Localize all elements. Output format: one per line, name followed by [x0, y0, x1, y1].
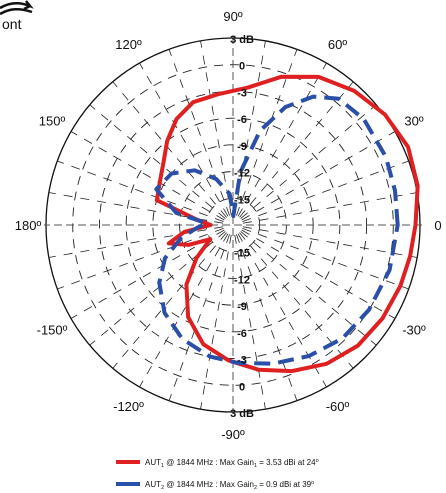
angle-tick-label: -150º — [37, 323, 68, 338]
corner-fragment: ont — [0, 0, 34, 32]
grid-spoke — [139, 62, 229, 217]
grid-spoke — [237, 62, 327, 217]
grid-spoke — [200, 234, 232, 410]
radial-tick-label: -6 — [237, 328, 247, 340]
grid-spoke — [242, 228, 409, 290]
grid-spoke — [240, 104, 377, 219]
radial-tick-label: -3 — [237, 355, 247, 367]
angle-tick-label: 60º — [328, 37, 347, 52]
angle-tick-label: -60º — [326, 399, 350, 414]
grid-spoke — [70, 229, 225, 319]
grid-spoke — [48, 226, 224, 258]
angle-tick-label: 30º — [404, 114, 423, 129]
radial-tick-label: -12 — [234, 274, 250, 286]
grid-spoke — [89, 231, 226, 346]
radial-tick-label: -9 — [237, 301, 247, 313]
grid-spoke — [241, 131, 396, 221]
polar-spokes — [48, 40, 418, 410]
radial-tick-label: -15 — [234, 248, 250, 260]
series-line-2 — [154, 94, 400, 366]
legend-label-2: AUT2 @ 1844 MHz : Max Gain2 = 0.9 dBi at… — [145, 480, 314, 491]
grid-spoke — [237, 233, 327, 388]
legend-label-1: AUT1 @ 1844 MHz : Max Gain1 = 3.53 dBi a… — [145, 458, 319, 469]
grid-spoke — [234, 234, 266, 410]
grid-spoke — [89, 104, 226, 219]
angle-tick-label: 120º — [115, 37, 142, 52]
arrow-icon-second — [0, 8, 33, 16]
radial-tick-label: -6 — [237, 114, 247, 126]
radial-tick-label: 3 dB — [230, 34, 254, 46]
radial-tick-label: -15 — [234, 194, 250, 206]
grid-spoke — [112, 81, 227, 218]
angle-tick-label: 180º — [15, 218, 42, 233]
angle-tick-label: -120º — [113, 399, 144, 414]
grid-spoke — [236, 49, 298, 216]
corner-label: ont — [2, 16, 22, 32]
grid-spoke — [242, 160, 409, 222]
grid-spoke — [241, 229, 396, 319]
grid-spoke — [200, 40, 232, 216]
series-layer — [154, 74, 420, 374]
legend-entry-1: AUT1 @ 1844 MHz : Max Gain1 = 3.53 dBi a… — [116, 458, 319, 469]
grid-spoke — [242, 192, 418, 224]
grid-spoke — [112, 232, 227, 369]
grid-spoke — [139, 233, 229, 388]
radial-tick-label: 0 — [239, 381, 245, 393]
angle-tick-label: -30º — [402, 323, 426, 338]
polar-axes — [44, 36, 422, 414]
grid-spoke — [236, 234, 298, 401]
radial-tick-labels: 3 dB 3 dB 0 0 -3 -3 -6 -6 -9 -9 -12 -12 -15 -15 — [230, 34, 254, 420]
angle-tick-label: 150º — [39, 114, 66, 129]
grid-spoke — [242, 226, 418, 258]
grid-spoke — [48, 192, 224, 224]
arrow-icon — [0, 0, 34, 11]
legend-entry-2: AUT2 @ 1844 MHz : Max Gain2 = 0.9 dBi at… — [116, 480, 314, 491]
grid-spoke — [168, 49, 230, 216]
grid-spoke — [239, 232, 354, 369]
angle-tick-label: 0 — [434, 218, 441, 233]
radial-tick-label: -3 — [237, 87, 247, 99]
grid-spoke — [239, 81, 354, 218]
angle-tick-label: 90º — [223, 9, 242, 24]
grid-spoke — [240, 231, 377, 346]
radial-tick-label: 0 — [239, 61, 245, 73]
grid-spoke — [168, 234, 230, 401]
legend: AUT1 @ 1844 MHz : Max Gain1 = 3.53 dBi a… — [116, 458, 319, 491]
angle-tick-labels: 0 30º 60º 90º 120º 150º 180º -150º -120º -90º -60º… — [15, 9, 442, 442]
grid-spoke — [70, 131, 225, 221]
grid-spoke — [234, 40, 266, 216]
angle-tick-label: -90º — [221, 427, 245, 442]
grid-spoke — [57, 228, 224, 290]
grid-spoke — [57, 160, 224, 222]
radial-tick-label: 3 dB — [230, 408, 254, 420]
radial-tick-label: -9 — [237, 141, 247, 153]
radial-tick-label: -12 — [234, 168, 250, 180]
series-line-1 — [154, 74, 420, 374]
